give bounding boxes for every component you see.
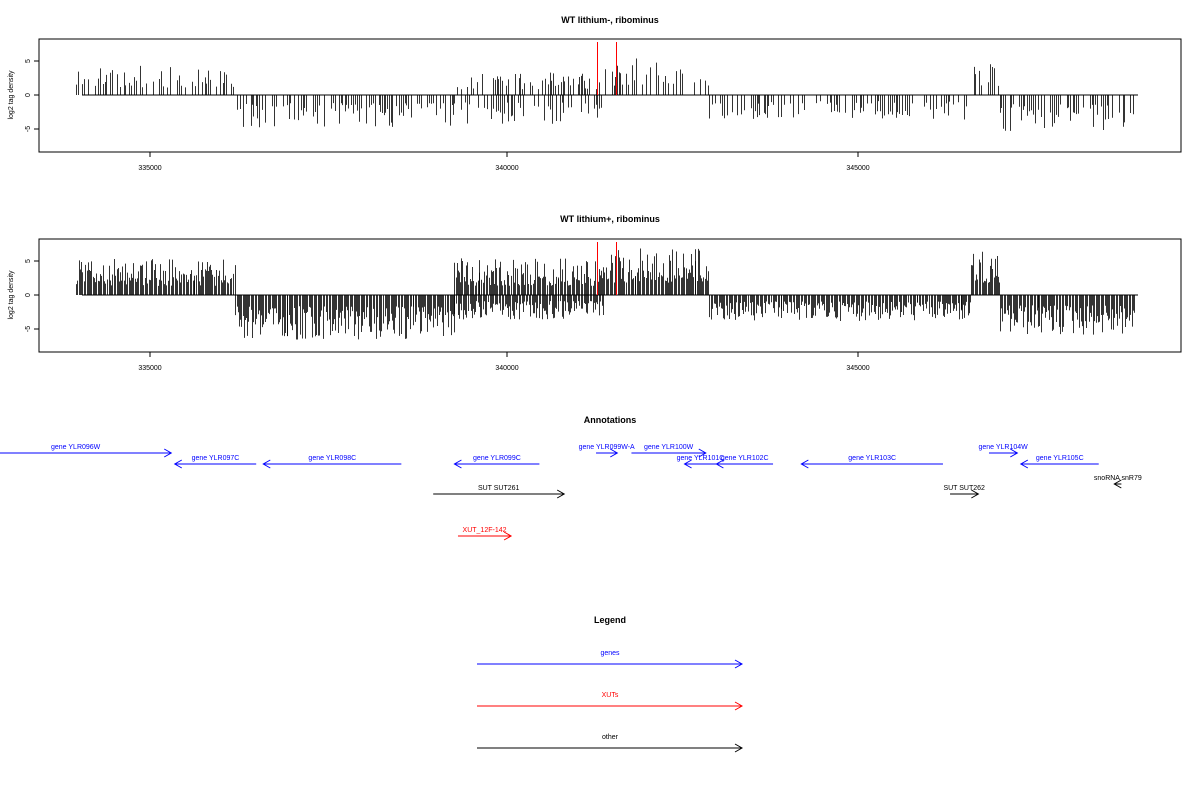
feature-arrowhead: [556, 489, 566, 499]
annotation-feature: gene YLR096W: [0, 444, 173, 458]
feature-label: gene YLR105C: [1036, 455, 1084, 462]
annotation-feature: gene YLR097C: [173, 455, 257, 469]
feature-arrowhead: [683, 459, 692, 469]
annotations-title: Annotations: [584, 415, 637, 425]
panel-lithium-minus: WT lithium-, ribominus log2 tag density …: [8, 15, 1182, 172]
feature-label: gene YLR099W-A: [579, 444, 635, 451]
panel-2-bars: [76, 248, 1135, 340]
panel-1-highlight-lines: [597, 42, 617, 95]
panel-2-x-axis: 335000 340000 345000: [138, 352, 870, 372]
feature-label: XUT_12F-142: [463, 527, 507, 534]
annotation-feature: gene YLR102C: [715, 455, 774, 469]
legend-arrowhead: [734, 701, 744, 711]
annotation-feature: gene YLR098C: [262, 455, 402, 469]
legend-label: XUTs: [602, 692, 619, 699]
feature-label: gene YLR098C: [308, 455, 356, 462]
feature-label: SUT SUT261: [478, 485, 520, 492]
feature-label: gene YLR097C: [192, 455, 240, 462]
feature-label: snoRNA snR79: [1094, 475, 1142, 482]
feature-arrowhead: [800, 459, 809, 469]
panel-1-y-axis: 5 0 -5: [25, 59, 39, 132]
annotation-features: gene YLR096W gene YLR097C gene YLR098C gene…: [0, 444, 1142, 541]
legend-items: genes XUTs other: [477, 650, 744, 753]
legend-title: Legend: [594, 615, 626, 625]
panel-1-ylabel: log2 tag density: [8, 70, 15, 120]
annotation-feature: SUT SUT261: [433, 485, 566, 499]
feature-label: gene YLR102C: [721, 455, 769, 462]
annotation-feature: gene YLR103C: [800, 455, 943, 469]
feature-label: gene YLR103C: [848, 455, 896, 462]
feature-arrowhead: [503, 531, 513, 541]
panel-1-xtick-345000: 345000: [846, 165, 869, 172]
panel-1-xtick-340000: 340000: [495, 165, 518, 172]
feature-arrowhead: [1019, 459, 1029, 469]
annotation-feature: gene YLR099W-A: [579, 444, 635, 458]
panel-2-xtick-335000: 335000: [138, 365, 161, 372]
feature-arrowhead: [1113, 479, 1122, 489]
panel-2-ylabel: log2 tag density: [8, 270, 15, 320]
legend-item-genes: genes: [477, 650, 744, 669]
feature-arrowhead: [698, 448, 707, 458]
feature-arrowhead: [453, 459, 462, 469]
panel-2-xtick-340000: 340000: [495, 365, 518, 372]
feature-arrowhead: [610, 448, 619, 458]
panel-lithium-plus: WT lithium+, ribominus log2 tag density …: [8, 214, 1182, 372]
feature-arrowhead: [715, 459, 724, 469]
panel-2-y-axis: 5 0 -5: [25, 259, 39, 332]
annotation-feature: gene YLR100W: [631, 444, 707, 458]
annotation-feature: gene YLR105C: [1019, 455, 1099, 469]
feature-label: gene YLR099C: [473, 455, 521, 462]
feature-arrowhead: [173, 459, 183, 469]
panel-2-ytick-5: 5: [25, 259, 32, 263]
legend-label: other: [602, 734, 619, 741]
feature-label: gene YLR096W: [51, 444, 101, 451]
panel-1-x-axis: 335000 340000 345000: [138, 152, 870, 172]
annotation-feature: XUT_12F-142: [457, 527, 513, 541]
annotation-feature: gene YLR099C: [453, 455, 540, 469]
annotation-feature: gene YLR101C: [677, 455, 725, 469]
panel-1-bars: [76, 58, 1134, 131]
feature-label: gene YLR101C: [677, 455, 725, 462]
legend-arrowhead: [734, 743, 744, 753]
feature-arrowhead: [971, 489, 980, 499]
panel-2-xtick-345000: 345000: [846, 365, 869, 372]
panel-1-ytick-0: 0: [25, 93, 32, 97]
legend-item-xuts: XUTs: [477, 692, 744, 711]
panel-2-ytick-0: 0: [25, 293, 32, 297]
legend-panel: Legend genes XUTs other: [477, 615, 744, 753]
panel-1-title: WT lithium-, ribominus: [561, 15, 659, 25]
panel-1-ytick-5: 5: [25, 59, 32, 63]
panel-1-xtick-335000: 335000: [138, 165, 161, 172]
legend-item-other: other: [477, 734, 744, 753]
annotation-feature: snoRNA snR79: [1094, 475, 1142, 489]
panel-2-ytick-neg5: -5: [25, 326, 32, 332]
annotation-feature: SUT SUT262: [943, 485, 985, 499]
feature-arrowhead: [163, 448, 173, 458]
legend-label: genes: [600, 650, 620, 657]
feature-arrowhead: [262, 459, 271, 469]
annotation-feature: gene YLR104W: [978, 444, 1028, 458]
panel-2-highlight-lines: [597, 242, 617, 295]
panel-2-title: WT lithium+, ribominus: [560, 214, 660, 224]
panel-1-ytick-neg5: -5: [25, 126, 32, 132]
feature-label: gene YLR104W: [978, 444, 1028, 451]
feature-arrowhead: [1010, 448, 1019, 458]
legend-arrowhead: [734, 659, 744, 669]
feature-label: gene YLR100W: [644, 444, 694, 451]
feature-label: SUT SUT262: [943, 485, 985, 492]
